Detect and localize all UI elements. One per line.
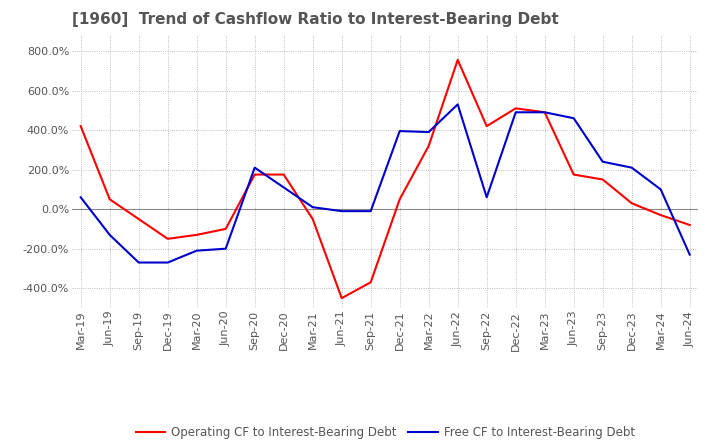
Operating CF to Interest-Bearing Debt — [366, 280, 375, 285]
Free CF to Interest-Bearing Debt — [482, 194, 491, 200]
Operating CF to Interest-Bearing Debt — [482, 124, 491, 129]
Free CF to Interest-Bearing Debt — [163, 260, 172, 265]
Operating CF to Interest-Bearing Debt — [279, 172, 288, 177]
Operating CF to Interest-Bearing Debt — [338, 296, 346, 301]
Free CF to Interest-Bearing Debt — [454, 102, 462, 107]
Operating CF to Interest-Bearing Debt — [221, 226, 230, 231]
Operating CF to Interest-Bearing Debt — [192, 232, 201, 238]
Operating CF to Interest-Bearing Debt — [163, 236, 172, 242]
Free CF to Interest-Bearing Debt — [424, 129, 433, 135]
Operating CF to Interest-Bearing Debt — [424, 143, 433, 149]
Operating CF to Interest-Bearing Debt — [598, 177, 607, 182]
Operating CF to Interest-Bearing Debt — [395, 197, 404, 202]
Line: Free CF to Interest-Bearing Debt: Free CF to Interest-Bearing Debt — [81, 104, 690, 263]
Operating CF to Interest-Bearing Debt — [454, 57, 462, 62]
Operating CF to Interest-Bearing Debt — [541, 110, 549, 115]
Free CF to Interest-Bearing Debt — [105, 232, 114, 238]
Free CF to Interest-Bearing Debt — [657, 187, 665, 192]
Operating CF to Interest-Bearing Debt — [657, 213, 665, 218]
Operating CF to Interest-Bearing Debt — [570, 172, 578, 177]
Legend: Operating CF to Interest-Bearing Debt, Free CF to Interest-Bearing Debt: Operating CF to Interest-Bearing Debt, F… — [131, 422, 639, 440]
Operating CF to Interest-Bearing Debt — [251, 172, 259, 177]
Line: Operating CF to Interest-Bearing Debt: Operating CF to Interest-Bearing Debt — [81, 60, 690, 298]
Free CF to Interest-Bearing Debt — [395, 128, 404, 134]
Free CF to Interest-Bearing Debt — [221, 246, 230, 251]
Free CF to Interest-Bearing Debt — [279, 185, 288, 190]
Operating CF to Interest-Bearing Debt — [511, 106, 520, 111]
Free CF to Interest-Bearing Debt — [251, 165, 259, 170]
Free CF to Interest-Bearing Debt — [308, 205, 317, 210]
Free CF to Interest-Bearing Debt — [511, 110, 520, 115]
Text: [1960]  Trend of Cashflow Ratio to Interest-Bearing Debt: [1960] Trend of Cashflow Ratio to Intere… — [72, 12, 559, 27]
Operating CF to Interest-Bearing Debt — [76, 124, 85, 129]
Free CF to Interest-Bearing Debt — [541, 110, 549, 115]
Operating CF to Interest-Bearing Debt — [105, 197, 114, 202]
Operating CF to Interest-Bearing Debt — [627, 201, 636, 206]
Operating CF to Interest-Bearing Debt — [685, 222, 694, 227]
Free CF to Interest-Bearing Debt — [192, 248, 201, 253]
Free CF to Interest-Bearing Debt — [135, 260, 143, 265]
Free CF to Interest-Bearing Debt — [76, 194, 85, 200]
Operating CF to Interest-Bearing Debt — [308, 216, 317, 222]
Free CF to Interest-Bearing Debt — [685, 252, 694, 257]
Free CF to Interest-Bearing Debt — [598, 159, 607, 165]
Free CF to Interest-Bearing Debt — [338, 209, 346, 214]
Free CF to Interest-Bearing Debt — [627, 165, 636, 170]
Free CF to Interest-Bearing Debt — [570, 116, 578, 121]
Free CF to Interest-Bearing Debt — [366, 209, 375, 214]
Operating CF to Interest-Bearing Debt — [135, 216, 143, 222]
